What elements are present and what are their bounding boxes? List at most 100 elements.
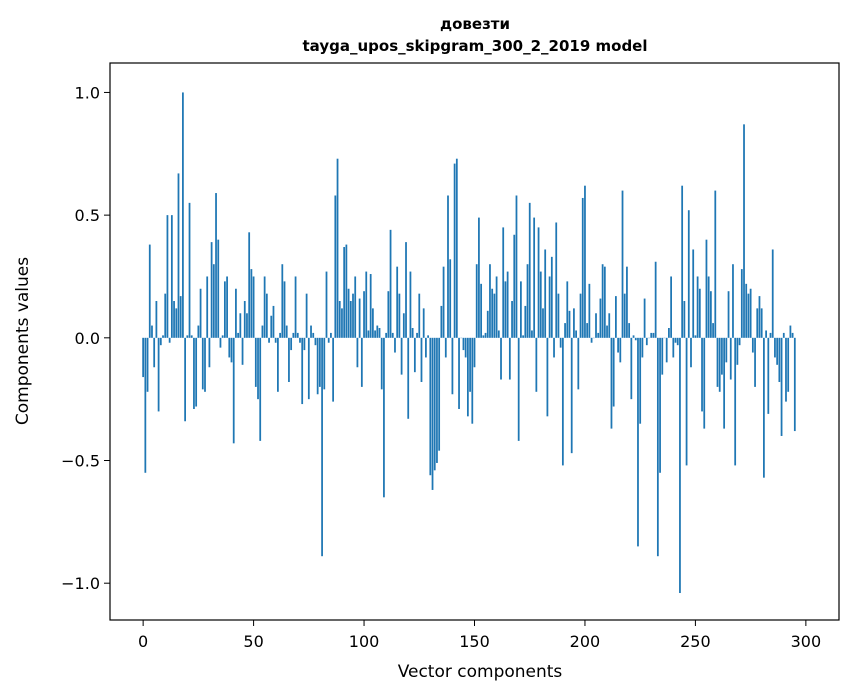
bar bbox=[444, 337, 447, 358]
bar bbox=[246, 313, 248, 338]
x-axis-label: Vector components bbox=[398, 662, 563, 682]
bar bbox=[590, 337, 593, 343]
bar bbox=[413, 337, 416, 373]
bar bbox=[352, 293, 354, 338]
bar bbox=[751, 337, 754, 353]
bar bbox=[694, 335, 697, 338]
bar bbox=[623, 293, 626, 338]
bar bbox=[464, 337, 467, 358]
bar bbox=[277, 337, 279, 392]
bar bbox=[312, 332, 315, 338]
bar bbox=[347, 288, 350, 338]
bar bbox=[544, 249, 547, 338]
bar bbox=[462, 337, 465, 351]
bar bbox=[296, 332, 299, 338]
bar bbox=[734, 337, 737, 466]
bar bbox=[376, 325, 379, 338]
bar bbox=[763, 337, 765, 478]
bar bbox=[553, 337, 555, 358]
bar bbox=[237, 332, 240, 338]
bar bbox=[179, 296, 182, 338]
bar bbox=[274, 337, 277, 343]
bar bbox=[455, 158, 458, 338]
bar bbox=[617, 337, 619, 353]
bar bbox=[228, 337, 231, 358]
bar bbox=[290, 337, 293, 351]
bar bbox=[645, 337, 648, 346]
bar bbox=[310, 325, 312, 338]
bar bbox=[394, 337, 396, 353]
bar bbox=[270, 315, 273, 338]
bar bbox=[374, 330, 376, 338]
bar bbox=[597, 332, 600, 338]
bar bbox=[674, 337, 677, 343]
bar bbox=[358, 298, 361, 338]
bar bbox=[422, 308, 425, 338]
bar bbox=[758, 296, 761, 338]
bar bbox=[471, 337, 474, 424]
bar bbox=[144, 337, 147, 473]
bar bbox=[473, 337, 476, 368]
bar bbox=[634, 337, 637, 341]
bar bbox=[204, 337, 206, 392]
bar bbox=[345, 244, 348, 338]
bar bbox=[212, 264, 215, 338]
bar bbox=[491, 288, 494, 338]
bar bbox=[378, 328, 381, 338]
bar bbox=[641, 337, 644, 358]
bar bbox=[349, 301, 352, 338]
bar bbox=[769, 332, 772, 338]
bar bbox=[610, 337, 613, 429]
bar bbox=[343, 247, 346, 338]
bar bbox=[577, 337, 580, 390]
bar bbox=[561, 337, 564, 466]
x-tick-label: 300 bbox=[791, 632, 822, 651]
bar bbox=[482, 335, 485, 338]
bar bbox=[230, 337, 233, 363]
bar bbox=[601, 264, 604, 338]
bar bbox=[305, 293, 308, 338]
bar bbox=[341, 308, 343, 338]
bar bbox=[327, 337, 330, 343]
bar bbox=[729, 337, 732, 380]
bar bbox=[272, 305, 275, 338]
x-tick-label: 100 bbox=[349, 632, 380, 651]
bar bbox=[334, 195, 337, 338]
bar bbox=[219, 337, 222, 348]
y-tick-label: 0.5 bbox=[75, 206, 100, 225]
bar bbox=[299, 337, 301, 343]
bar bbox=[539, 271, 542, 338]
bar bbox=[433, 337, 436, 471]
bar bbox=[252, 276, 255, 338]
bar bbox=[292, 332, 295, 338]
bar bbox=[712, 323, 714, 338]
bar bbox=[254, 337, 257, 387]
bar bbox=[714, 190, 717, 338]
bar bbox=[387, 291, 390, 338]
bar bbox=[389, 229, 392, 338]
bar bbox=[489, 264, 491, 338]
bar bbox=[330, 332, 332, 338]
bar bbox=[442, 266, 445, 338]
bar bbox=[243, 301, 246, 338]
bar bbox=[581, 197, 584, 338]
bar bbox=[283, 281, 286, 338]
bar bbox=[517, 337, 520, 441]
bar bbox=[637, 337, 639, 547]
bar bbox=[749, 288, 752, 338]
bar bbox=[188, 202, 191, 338]
bar bbox=[323, 337, 326, 390]
bar bbox=[504, 281, 507, 338]
x-tick-label: 200 bbox=[570, 632, 601, 651]
bar bbox=[294, 276, 297, 338]
bar bbox=[318, 337, 321, 387]
bar bbox=[338, 301, 341, 338]
bar bbox=[670, 276, 672, 338]
bar bbox=[206, 276, 209, 338]
bar bbox=[314, 337, 317, 346]
bar bbox=[793, 337, 796, 432]
bar bbox=[281, 264, 284, 338]
bar bbox=[197, 325, 200, 338]
bar bbox=[250, 269, 253, 338]
